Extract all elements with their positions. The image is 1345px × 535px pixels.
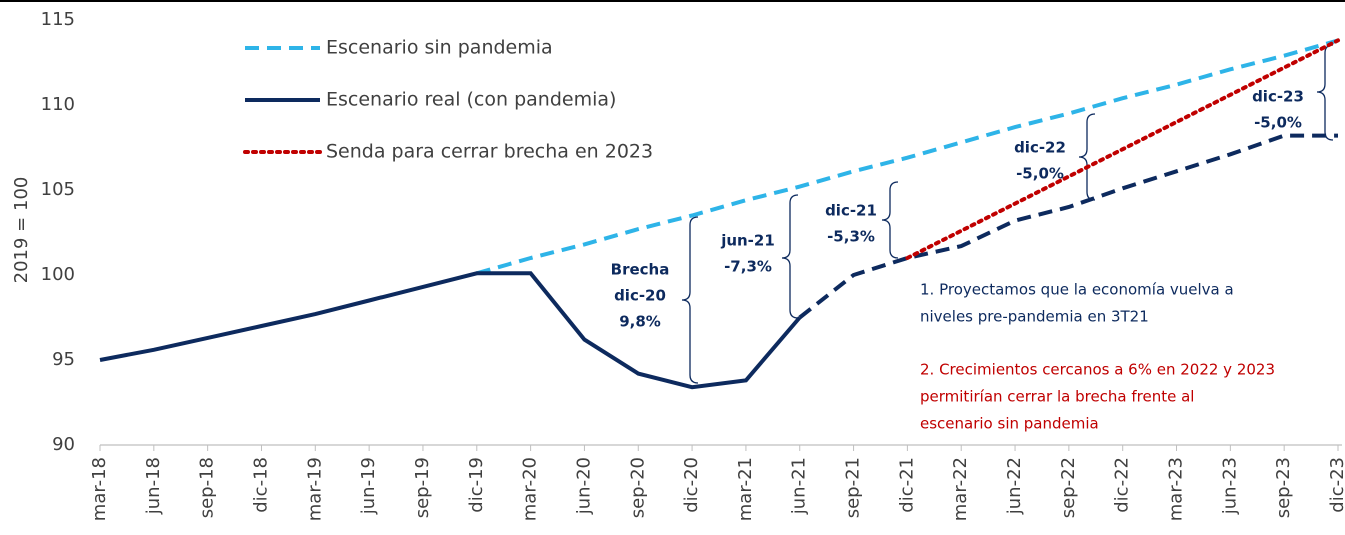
line-series (798, 133, 1338, 320)
note: 1. Proyectamos que la economía vuelva a (920, 281, 1234, 299)
x-tick-label: sep-19 (412, 457, 433, 518)
y-tick-label: 90 (52, 434, 75, 455)
line-series (99, 271, 802, 390)
legend-label: Senda para cerrar brecha en 2023 (326, 141, 653, 163)
x-tick-label: jun-23 (1219, 457, 1240, 515)
annotation: dic-23 (1252, 88, 1304, 106)
x-tick-label: jun-22 (1004, 457, 1025, 515)
x-tick-label: sep-18 (197, 457, 218, 518)
annotation: dic-20 (614, 287, 666, 305)
y-tick-label: 100 (41, 264, 75, 285)
y-tick-label: 110 (41, 94, 75, 115)
x-tick-label: mar-20 (520, 457, 541, 521)
x-tick-label: mar-18 (89, 457, 110, 521)
x-tick-label: dic-20 (681, 457, 702, 513)
legend-label: Escenario sin pandemia (326, 37, 553, 59)
x-tick-label: sep-21 (843, 457, 864, 518)
x-tick-label: mar-21 (735, 457, 756, 521)
brace (1316, 44, 1334, 141)
x-tick-label: sep-22 (1058, 457, 1079, 518)
brace (881, 181, 899, 259)
x-tick-label: jun-21 (789, 457, 810, 515)
annotation: -7,3% (724, 258, 772, 276)
y-tick-label: 95 (52, 349, 75, 370)
annotation: -5,3% (827, 228, 875, 246)
note: permitirían cerrar la brecha frente al (920, 388, 1194, 406)
braces (681, 44, 1334, 384)
x-tick-label: jun-18 (143, 457, 164, 515)
brace (781, 194, 799, 319)
annotation: 9,8% (619, 313, 661, 331)
note: escenario sin pandemia (920, 415, 1099, 433)
x-tick-label: dic-19 (466, 457, 487, 513)
y-tick-label: 105 (41, 179, 75, 200)
legend-label: Escenario real (con pandemia) (326, 89, 616, 111)
note: niveles pre-pandemia en 3T21 (920, 308, 1149, 326)
annotation: jun-21 (720, 232, 775, 250)
line-series (905, 38, 1340, 260)
brace (681, 216, 699, 384)
annotation: Brecha (611, 261, 670, 279)
x-tick-label: jun-20 (573, 457, 594, 515)
note: 2. Crecimientos cercanos a 6% en 2022 y … (920, 361, 1275, 379)
x-tick-label: jun-19 (358, 457, 379, 515)
annotation: -5,0% (1254, 114, 1302, 132)
x-tick-label: mar-22 (950, 457, 971, 521)
x-tick-label: sep-20 (627, 457, 648, 518)
annotation: dic-21 (825, 202, 877, 220)
y-axis-label: 2019 = 100 (11, 177, 32, 284)
x-tick-label: mar-19 (304, 457, 325, 521)
x-tick-label: dic-18 (250, 457, 271, 513)
brace (1078, 113, 1096, 201)
x-tick-label: sep-23 (1273, 457, 1294, 518)
annotation: -5,0% (1016, 165, 1064, 183)
y-tick-label: 115 (41, 9, 75, 30)
x-tick-label: mar-23 (1166, 457, 1187, 521)
annotation: dic-22 (1014, 139, 1066, 157)
x-tick-label: dic-23 (1327, 457, 1345, 513)
line-series (476, 38, 1339, 276)
x-tick-label: dic-21 (896, 457, 917, 513)
x-tick-label: dic-22 (1112, 457, 1133, 513)
